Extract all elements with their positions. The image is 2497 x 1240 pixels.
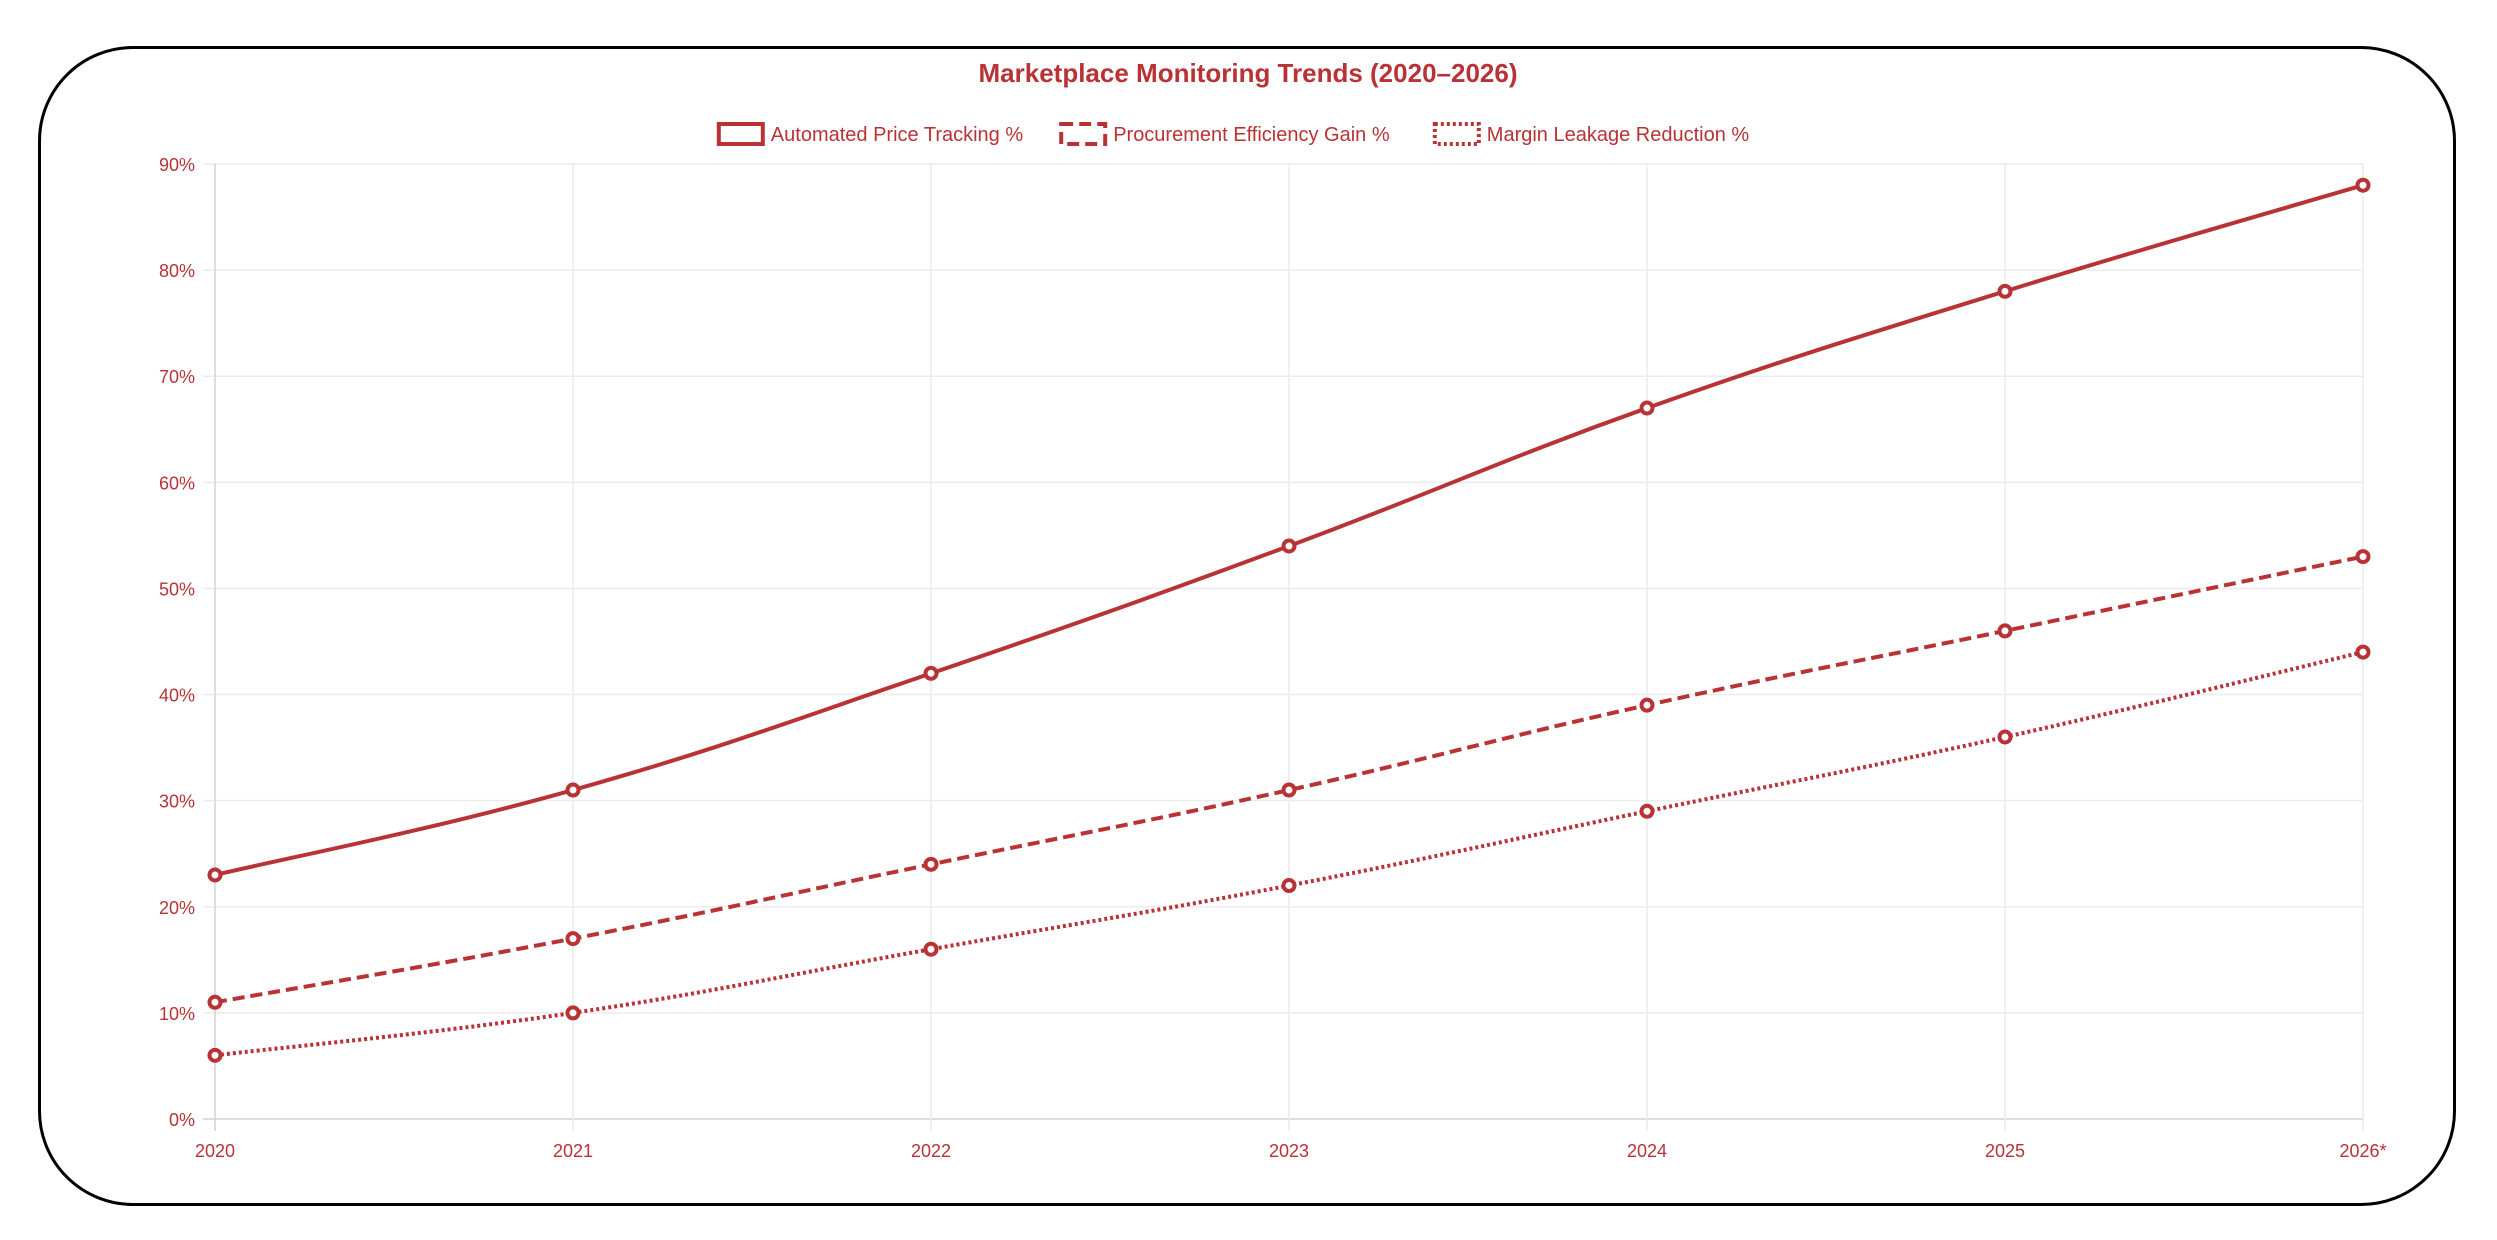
data-point [2355, 177, 2371, 193]
y-tick-label: 90% [159, 155, 195, 175]
x-tick-label: 2020 [195, 1141, 235, 1161]
x-tick-label: 2022 [911, 1141, 951, 1161]
y-tick-label: 40% [159, 686, 195, 706]
data-point [1281, 782, 1297, 798]
x-tick-label: 2023 [1269, 1141, 1309, 1161]
y-tick-label: 50% [159, 579, 195, 599]
legend-swatch-dotted [1432, 122, 1481, 146]
x-tick-label: 2024 [1627, 1141, 1667, 1161]
data-point [1281, 878, 1297, 894]
data-point [2355, 644, 2371, 660]
data-point [923, 856, 939, 872]
data-point [923, 665, 939, 681]
x-tick-label: 2025 [1985, 1141, 2025, 1161]
legend-item: Procurement Efficiency Gain % [1059, 122, 1390, 146]
legend-item: Automated Price Tracking % [716, 122, 1024, 146]
y-tick-label: 30% [159, 792, 195, 812]
y-tick-label: 20% [159, 898, 195, 918]
data-point [1997, 623, 2013, 639]
chart-frame [38, 46, 2456, 1206]
data-point [923, 941, 939, 957]
data-point [565, 931, 581, 947]
data-point [207, 1047, 223, 1063]
data-point [207, 867, 223, 883]
data-point [1639, 803, 1655, 819]
legend-swatch-dashed [1059, 122, 1108, 146]
data-point [1639, 697, 1655, 713]
data-point [565, 1005, 581, 1021]
y-tick-label: 80% [159, 261, 195, 281]
x-tick-label: 2021 [553, 1141, 593, 1161]
data-point [2355, 549, 2371, 565]
y-tick-label: 0% [169, 1110, 195, 1130]
legend-label: Margin Leakage Reduction % [1487, 124, 1750, 146]
legend-label: Procurement Efficiency Gain % [1113, 124, 1390, 146]
data-point [1997, 283, 2013, 299]
legend-item: Margin Leakage Reduction % [1432, 122, 1750, 146]
y-tick-label: 70% [159, 367, 195, 387]
y-tick-label: 10% [159, 1004, 195, 1024]
data-point [1281, 538, 1297, 554]
data-point [1639, 400, 1655, 416]
data-point [207, 994, 223, 1010]
y-tick-label: 60% [159, 473, 195, 493]
data-point [1997, 729, 2013, 745]
chart-title: Marketplace Monitoring Trends (2020–2026… [979, 58, 1518, 88]
data-point [565, 782, 581, 798]
legend-swatch-solid [716, 122, 765, 146]
x-tick-label: 2026* [2339, 1141, 2386, 1161]
legend-label: Automated Price Tracking % [771, 124, 1024, 146]
